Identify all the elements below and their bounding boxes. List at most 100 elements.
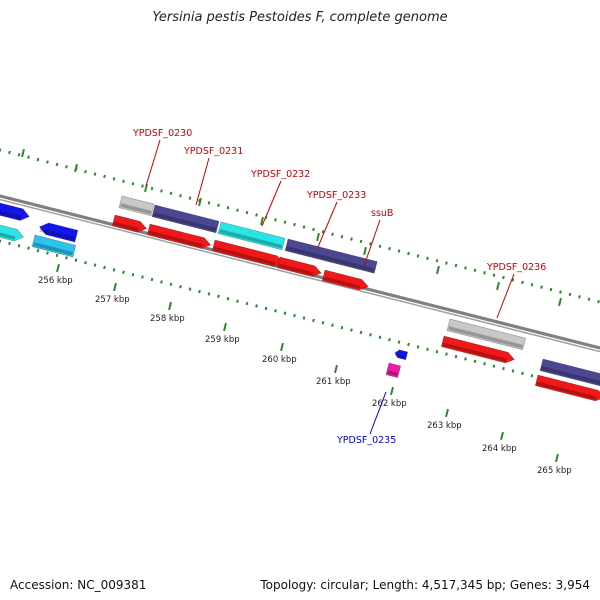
inner-tick-mark [36, 248, 40, 253]
gene-feature [31, 234, 77, 258]
outer-tick-mark [559, 290, 562, 294]
outer-tick-mark [350, 237, 353, 241]
inner-tick-mark [350, 328, 353, 332]
outer-tick-mark [426, 256, 429, 260]
inner-tick-mark [169, 282, 173, 287]
outer-tick-mark [93, 172, 97, 176]
gene-shade [33, 242, 73, 256]
outer-tick-mark [160, 189, 163, 193]
inner-tick-mark [264, 306, 268, 311]
inner-major-tick [113, 282, 117, 292]
gene-leader-line [145, 139, 161, 187]
outer-tick-mark [17, 153, 21, 157]
inner-tick-mark [388, 337, 391, 342]
gene-feature [394, 349, 408, 361]
gene-label: YPDSF_0235 [336, 435, 396, 446]
gene-feature [284, 238, 378, 274]
gene-feature [146, 223, 212, 249]
outer-tick-mark [340, 234, 344, 239]
gene-leader-line [317, 201, 338, 248]
inner-tick-mark [407, 342, 410, 347]
backbone-layer [0, 194, 600, 353]
gene-feature [276, 256, 322, 277]
gene-shade [39, 228, 76, 241]
outer-tick-mark [46, 160, 49, 164]
inner-tick-mark [283, 311, 287, 315]
outer-tick-mark [8, 150, 11, 155]
outer-tick-mark [255, 213, 258, 217]
gene-shade [448, 326, 523, 349]
inner-tick-mark [331, 323, 334, 327]
outer-tick-mark [103, 174, 106, 179]
gene-shape [394, 349, 408, 361]
inner-tick-mark [255, 304, 258, 308]
outer-tick-mark [27, 155, 30, 159]
outer-tick-mark [397, 249, 401, 253]
inner-major-tick [445, 408, 449, 418]
gene-shade [153, 212, 217, 232]
outer-major-tick [198, 197, 202, 207]
inner-tick-mark [464, 357, 467, 361]
gene-shape [111, 214, 148, 233]
gene-shape [539, 358, 600, 389]
inner-tick-mark [445, 352, 448, 356]
outer-tick-mark [36, 157, 40, 162]
inner-tick-mark [397, 340, 401, 344]
gene-shade [148, 230, 203, 248]
outer-tick-mark [65, 165, 68, 169]
gene-feature [151, 204, 220, 234]
inner-tick-mark [74, 258, 78, 262]
inner-tick-mark [340, 325, 344, 330]
outer-tick-mark [226, 206, 230, 210]
inner-tick-mark [312, 318, 315, 323]
outer-tick-mark [407, 251, 410, 256]
outer-tick-mark [55, 162, 59, 167]
gene-feature [217, 221, 286, 251]
gene-shade [323, 276, 361, 289]
inner-tick-mark [502, 366, 505, 371]
outer-tick-mark [150, 186, 154, 191]
inner-tick-mark [112, 268, 116, 272]
tick-layer [0, 148, 600, 463]
outer-tick-mark [112, 177, 116, 181]
outer-tick-mark [483, 271, 486, 275]
gene-leader-line [369, 391, 387, 435]
outer-tick-mark [0, 148, 2, 152]
inner-tick-mark [492, 364, 496, 368]
outer-tick-mark [492, 273, 496, 277]
inner-tick-mark [27, 246, 30, 250]
outer-tick-mark [188, 196, 192, 200]
gene-feature [385, 362, 401, 378]
gene-label: YPDSF_0231 [183, 146, 243, 157]
tick-label: 264 kbp [482, 444, 517, 454]
backbone-inner [0, 198, 600, 353]
inner-tick-mark [302, 316, 306, 320]
tick-label: 263 kbp [427, 421, 462, 431]
inner-major-tick [56, 263, 60, 273]
gene-feature [0, 222, 24, 242]
outer-tick-mark [283, 220, 287, 224]
outer-tick-mark [416, 254, 420, 258]
outer-tick-mark [521, 280, 524, 285]
outer-major-tick [558, 297, 562, 307]
tick-label: 256 kbp [38, 276, 73, 286]
gene-shape [39, 222, 79, 243]
outer-tick-mark [597, 299, 600, 304]
outer-tick-mark [359, 239, 363, 244]
outer-tick-mark [587, 297, 591, 301]
inner-tick-mark [8, 241, 11, 246]
inner-tick-mark [454, 354, 458, 359]
inner-tick-mark [122, 270, 125, 274]
inner-tick-mark [188, 287, 192, 291]
gene-label: YPDSF_0236 [486, 262, 546, 273]
outer-tick-mark [388, 246, 391, 251]
outer-tick-mark [540, 285, 543, 289]
outer-tick-mark [331, 232, 334, 236]
gene-shade [395, 353, 406, 359]
inner-tick-mark [369, 333, 372, 337]
gene-shape [146, 223, 212, 249]
inner-tick-mark [321, 321, 325, 325]
inner-tick-mark [55, 253, 59, 258]
outer-tick-mark [169, 191, 173, 196]
